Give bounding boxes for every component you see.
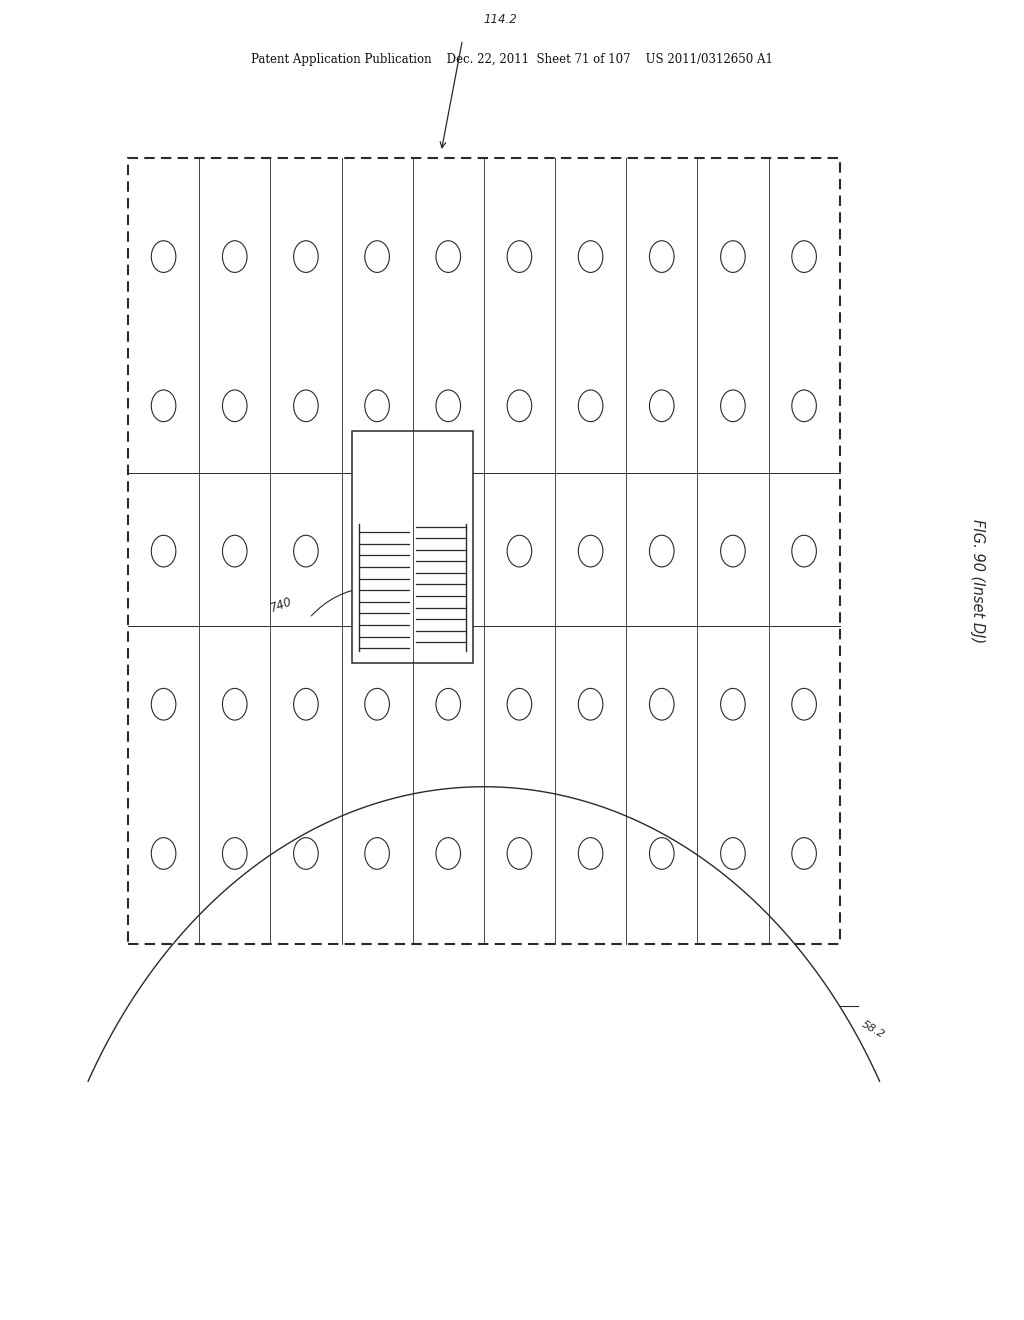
Text: FIG. 90 (Inset DJ): FIG. 90 (Inset DJ) <box>971 519 985 643</box>
Text: 58.2: 58.2 <box>860 1019 887 1040</box>
Text: 740: 740 <box>268 595 294 615</box>
Bar <box>352 430 473 663</box>
Text: 114.2: 114.2 <box>483 13 517 26</box>
Text: Patent Application Publication    Dec. 22, 2011  Sheet 71 of 107    US 2011/0312: Patent Application Publication Dec. 22, … <box>251 53 773 66</box>
Bar <box>128 158 840 944</box>
